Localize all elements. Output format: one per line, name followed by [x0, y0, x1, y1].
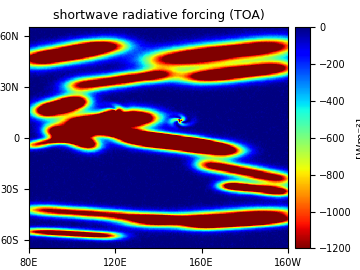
Title: shortwave radiative forcing (TOA): shortwave radiative forcing (TOA) — [53, 9, 264, 22]
Y-axis label: [Wm⁻²]: [Wm⁻²] — [355, 117, 360, 158]
